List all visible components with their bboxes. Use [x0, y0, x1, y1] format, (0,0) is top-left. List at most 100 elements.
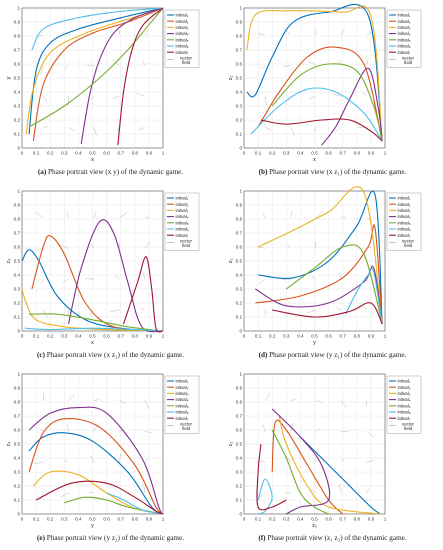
- vector-arrow: [136, 92, 145, 97]
- legend-entry: initval₆: [398, 410, 411, 415]
- x-tick-label: 0: [243, 517, 246, 522]
- x-tick-label: 0: [21, 517, 24, 522]
- panel-a: 0 0.1 0.2 0.3 0.4 0.5 0.6 0.7 0.8 0.9 1 0 0.1 0.2 0.3 0…: [0, 0, 221, 183]
- series-line-4: [255, 265, 383, 325]
- legend-entry: initval₃: [398, 208, 411, 213]
- plot-frame: [243, 373, 386, 515]
- legend-entry: initval₆: [398, 44, 411, 49]
- y-tick-label: 0.3: [236, 104, 243, 109]
- series-line-7: [256, 443, 287, 511]
- y-tick-label: 0.1: [14, 315, 21, 320]
- x-tick-label: 1: [384, 517, 387, 522]
- x-tick-label: 0.5: [89, 517, 96, 522]
- caption-f-text: Phase portrait view (z₁ z₂) of the dynam…: [267, 534, 407, 542]
- series-line-3: [278, 415, 381, 515]
- vector-arrow: [41, 279, 44, 284]
- vector-arrow: [93, 423, 99, 432]
- vector-arrow: [290, 398, 296, 401]
- vector-arrow: [39, 427, 44, 432]
- y-tick-label: 0.8: [236, 217, 243, 222]
- caption-f: (f) Phase portrait view (z₁ z₂) of the d…: [222, 534, 443, 542]
- legend: initval₁initval₂initval₃initval₄initval₅…: [386, 9, 422, 68]
- series-line-4: [271, 408, 331, 515]
- legend-entry: initval₂: [176, 19, 189, 24]
- chart-f: 0 0.1 0.2 0.3 0.4 0.5 0.6 0.7 0.8 0.9 1 0 0.1 0.2 0.3 0…: [228, 372, 422, 529]
- legend-entry: initval₆: [398, 227, 411, 232]
- x-tick-label: 0.3: [283, 334, 290, 339]
- y-axis-label: z₁: [228, 76, 234, 81]
- legend: initval₁initval₂initval₃initval₄initval₅…: [164, 192, 200, 251]
- legend-field-label: field: [182, 426, 191, 431]
- vector-arrow: [332, 94, 342, 97]
- series-line-1: [28, 7, 164, 135]
- vector-arrow: [265, 393, 271, 401]
- legend-entry: initval₂: [176, 385, 189, 390]
- legend-box: [386, 375, 422, 434]
- vector-arrow: [259, 279, 266, 284]
- legend-entry: initval₂: [176, 202, 189, 207]
- vector-arrow: [144, 458, 149, 463]
- vector-arrow: [144, 241, 151, 249]
- legend-entry: initval₅: [176, 403, 189, 408]
- legend-entry: initval₇: [398, 416, 411, 421]
- x-tick-label: 0.3: [61, 334, 68, 339]
- vector-arrow: [265, 126, 272, 131]
- vector-arrow: [338, 272, 342, 280]
- vector-field: [34, 393, 152, 500]
- vector-arrow: [62, 279, 69, 284]
- y-tick-label: 0.3: [14, 287, 21, 292]
- y-tick-label: 0.2: [236, 484, 243, 489]
- vector-arrow: [264, 96, 267, 106]
- series-line-4: [80, 7, 164, 144]
- series-line-7: [260, 118, 383, 142]
- legend-vector-label: vector: [402, 238, 414, 243]
- x-tick-label: 0.8: [354, 334, 361, 339]
- y-tick-label: 0.4: [236, 456, 243, 461]
- y-tick-label: 0.7: [14, 48, 21, 53]
- x-tick-label: 0.7: [340, 517, 347, 522]
- vector-arrow: [341, 28, 345, 35]
- y-tick-label: 0.8: [14, 217, 21, 222]
- x-tick-label: 0.6: [103, 334, 110, 339]
- y-tick-label: 0.1: [14, 132, 21, 137]
- y-tick-label: 0.9: [236, 20, 243, 25]
- y-axis-label: z₂: [6, 259, 12, 264]
- y-tick-label: 0.6: [236, 245, 243, 250]
- legend-entry: initval₃: [176, 391, 189, 396]
- y-tick-label: 0.4: [14, 273, 21, 278]
- y-tick-label: 0.7: [236, 231, 243, 236]
- vector-arrow: [66, 212, 69, 218]
- series-line-2: [271, 419, 344, 515]
- vector-arrow: [363, 92, 367, 97]
- vector-arrow: [261, 65, 266, 70]
- series-line-6: [31, 7, 164, 51]
- legend-field-label: field: [404, 243, 413, 248]
- y-tick-label: 0.3: [236, 470, 243, 475]
- caption-e-letter: (e): [36, 534, 45, 542]
- vector-arrow: [60, 245, 69, 249]
- chart-b: 0 0.1 0.2 0.3 0.4 0.5 0.6 0.7 0.8 0.9 1 0 0.1 0.2 0.3 0…: [228, 3, 422, 163]
- legend-entry: initval₃: [176, 25, 189, 30]
- series-line-7: [117, 7, 164, 146]
- x-tick-label: 0.7: [118, 151, 125, 156]
- y-tick-label: 0.9: [14, 203, 21, 208]
- x-tick-label: 0.9: [368, 151, 375, 156]
- legend-entry: initval₆: [176, 227, 189, 232]
- vector-arrow: [34, 462, 44, 465]
- y-tick-label: 0.8: [236, 34, 243, 39]
- chart-d: 0 0.1 0.2 0.3 0.4 0.5 0.6 0.7 0.8 0.9 1 0 0.1 0.2 0.3 0…: [228, 186, 422, 346]
- y-tick-label: 0.5: [236, 76, 243, 81]
- x-tick-label: 0.8: [132, 334, 139, 339]
- series-line-7: [272, 302, 383, 325]
- x-tick-label: 0.8: [354, 151, 361, 156]
- vector-arrow: [88, 491, 94, 494]
- vector-arrow: [262, 424, 266, 432]
- legend-vector-label: vector: [402, 421, 414, 426]
- vector-arrow: [307, 309, 316, 314]
- x-axis-label: y: [313, 340, 316, 346]
- y-tick-label: 0.5: [14, 76, 21, 81]
- x-tick-label: 0.5: [311, 517, 318, 522]
- vector-field: [38, 27, 150, 136]
- legend-entry: initval₂: [398, 385, 411, 390]
- y-tick-label: 0: [17, 512, 20, 517]
